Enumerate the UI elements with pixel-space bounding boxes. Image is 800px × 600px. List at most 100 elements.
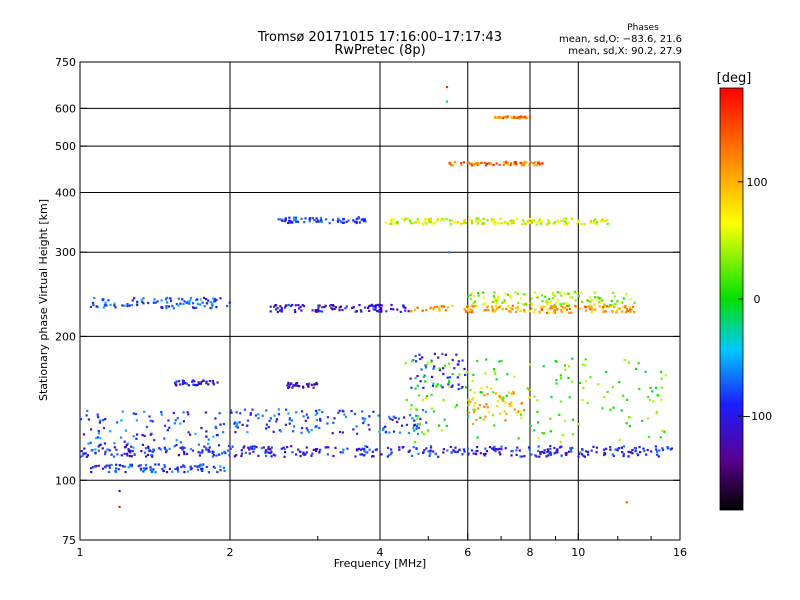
data-point bbox=[498, 306, 501, 309]
data-point bbox=[535, 223, 538, 226]
data-point bbox=[396, 222, 399, 225]
data-point bbox=[571, 296, 574, 299]
data-point bbox=[494, 372, 497, 375]
data-point bbox=[503, 161, 506, 164]
data-point bbox=[300, 427, 304, 430]
data-point bbox=[414, 377, 417, 380]
data-point bbox=[480, 386, 483, 390]
data-point bbox=[408, 414, 412, 417]
data-point bbox=[129, 464, 132, 468]
data-point bbox=[482, 291, 485, 294]
data-point bbox=[201, 449, 204, 452]
data-point bbox=[151, 455, 154, 458]
data-point bbox=[110, 453, 113, 456]
data-point bbox=[219, 297, 222, 300]
data-point bbox=[491, 300, 494, 304]
data-point bbox=[602, 305, 605, 309]
data-point bbox=[345, 305, 348, 308]
data-point bbox=[568, 307, 571, 310]
data-point bbox=[492, 295, 495, 298]
data-point bbox=[246, 424, 249, 427]
data-point bbox=[486, 219, 489, 222]
data-point bbox=[565, 217, 568, 220]
data-point bbox=[431, 375, 434, 378]
data-point bbox=[509, 164, 512, 167]
data-point bbox=[207, 438, 210, 441]
data-point bbox=[621, 301, 624, 304]
data-point bbox=[358, 221, 361, 224]
data-point bbox=[443, 364, 447, 367]
data-point bbox=[503, 410, 506, 413]
data-point bbox=[523, 303, 526, 306]
data-point bbox=[249, 445, 252, 449]
data-point bbox=[620, 446, 623, 449]
data-point bbox=[549, 430, 552, 433]
data-point bbox=[270, 450, 273, 453]
data-point bbox=[203, 305, 206, 308]
data-point bbox=[589, 296, 592, 299]
data-point bbox=[228, 449, 231, 452]
data-point bbox=[445, 100, 449, 103]
data-point bbox=[310, 429, 313, 432]
data-point bbox=[323, 306, 326, 309]
data-point bbox=[429, 452, 432, 455]
data-point bbox=[539, 451, 542, 454]
data-point bbox=[187, 413, 190, 416]
data-point bbox=[476, 436, 479, 439]
data-point bbox=[563, 364, 566, 367]
data-point bbox=[451, 304, 454, 307]
data-point bbox=[461, 453, 464, 456]
data-point bbox=[269, 452, 272, 455]
data-point bbox=[372, 308, 375, 311]
data-point bbox=[477, 163, 480, 166]
data-point bbox=[287, 303, 290, 307]
data-point bbox=[356, 432, 359, 435]
data-point bbox=[433, 352, 436, 355]
data-point bbox=[445, 86, 449, 89]
data-point bbox=[655, 386, 658, 389]
data-point bbox=[160, 411, 163, 414]
data-point bbox=[314, 309, 317, 313]
data-point bbox=[528, 217, 531, 221]
data-point bbox=[475, 305, 478, 308]
data-point bbox=[582, 454, 585, 457]
data-point bbox=[513, 116, 516, 119]
data-point bbox=[389, 453, 392, 456]
data-point bbox=[437, 455, 440, 458]
data-point bbox=[205, 302, 209, 305]
data-point bbox=[202, 379, 205, 382]
data-point bbox=[505, 394, 508, 397]
data-point bbox=[462, 448, 465, 451]
data-point bbox=[205, 382, 208, 385]
data-point bbox=[474, 220, 477, 223]
data-point bbox=[368, 428, 371, 431]
data-point bbox=[475, 418, 478, 421]
data-point bbox=[262, 446, 265, 449]
data-point bbox=[97, 464, 100, 467]
data-point bbox=[498, 447, 501, 450]
data-point bbox=[277, 408, 280, 411]
data-point bbox=[326, 416, 329, 419]
data-point bbox=[482, 309, 485, 312]
colorbar-tick-label: 100 bbox=[747, 176, 768, 189]
data-point bbox=[430, 217, 433, 220]
data-point bbox=[251, 445, 254, 448]
data-point bbox=[207, 450, 210, 453]
data-point bbox=[94, 437, 98, 440]
data-point bbox=[94, 452, 97, 455]
data-point bbox=[193, 380, 196, 383]
data-point bbox=[552, 293, 555, 296]
data-point bbox=[175, 303, 178, 306]
data-point bbox=[655, 448, 658, 451]
data-point bbox=[597, 383, 600, 386]
data-point bbox=[628, 450, 631, 454]
data-point bbox=[660, 386, 664, 389]
data-point bbox=[123, 304, 126, 307]
y-tick-label: 400 bbox=[55, 186, 76, 199]
data-point bbox=[450, 164, 453, 167]
data-point bbox=[546, 448, 549, 451]
data-point bbox=[390, 218, 393, 221]
data-point bbox=[650, 450, 653, 453]
data-point bbox=[205, 447, 208, 450]
data-point bbox=[442, 372, 445, 376]
